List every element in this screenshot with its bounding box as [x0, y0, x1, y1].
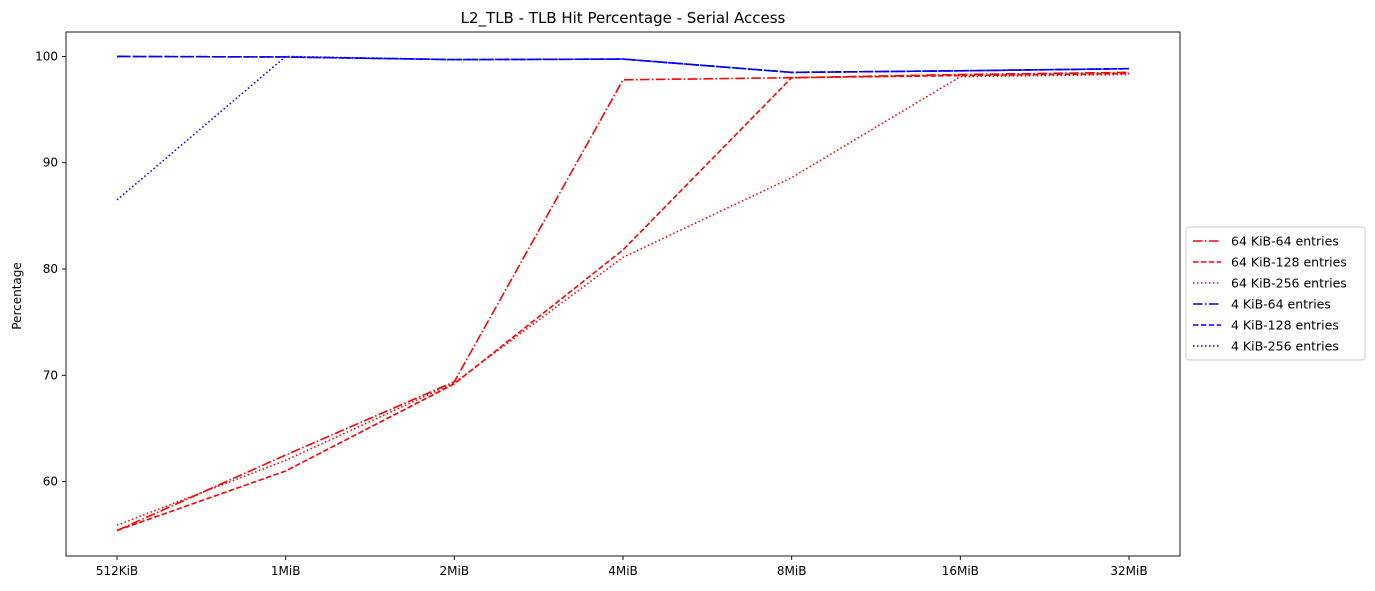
- x-tick-label: 2MiB: [440, 564, 470, 578]
- x-tick-label: 8MiB: [777, 564, 807, 578]
- y-axis-label: Percentage: [10, 262, 24, 330]
- legend-entry-label: 64 KiB-64 entries: [1231, 234, 1339, 249]
- y-tick-label: 60: [43, 475, 58, 489]
- series-line-0: [117, 72, 1129, 530]
- legend-entry-label: 4 KiB-64 entries: [1231, 297, 1331, 312]
- y-tick-label: 100: [35, 49, 58, 63]
- x-tick-label: 32MiB: [1110, 564, 1147, 578]
- legend-entry-label: 64 KiB-128 entries: [1231, 255, 1347, 270]
- legend-entry-label: 4 KiB-128 entries: [1231, 318, 1339, 333]
- y-tick-label: 70: [43, 368, 58, 382]
- chart-title: L2_TLB - TLB Hit Percentage - Serial Acc…: [461, 9, 786, 28]
- legend: 64 KiB-64 entries 64 KiB-128 entries 64 Ki…: [1186, 227, 1365, 360]
- x-tick-label: 512KiB: [96, 564, 138, 578]
- y-tick-label: 90: [43, 156, 58, 170]
- x-tick-label: 1MiB: [271, 564, 301, 578]
- x-tick-label: 16MiB: [942, 564, 979, 578]
- series-line-2: [117, 75, 1129, 526]
- x-tick-label: 4MiB: [608, 564, 638, 578]
- plot-area: 512KiB 1MiB 2MiB 4MiB 8MiB 16MiB 32MiB 60 70 80 90…: [35, 32, 1180, 578]
- plot-frame: [66, 32, 1180, 556]
- legend-entry-label: 4 KiB-256 entries: [1231, 339, 1339, 354]
- y-tick-label: 80: [43, 262, 58, 276]
- series-line-5: [117, 56, 1129, 199]
- legend-entry-label: 64 KiB-256 entries: [1231, 276, 1347, 291]
